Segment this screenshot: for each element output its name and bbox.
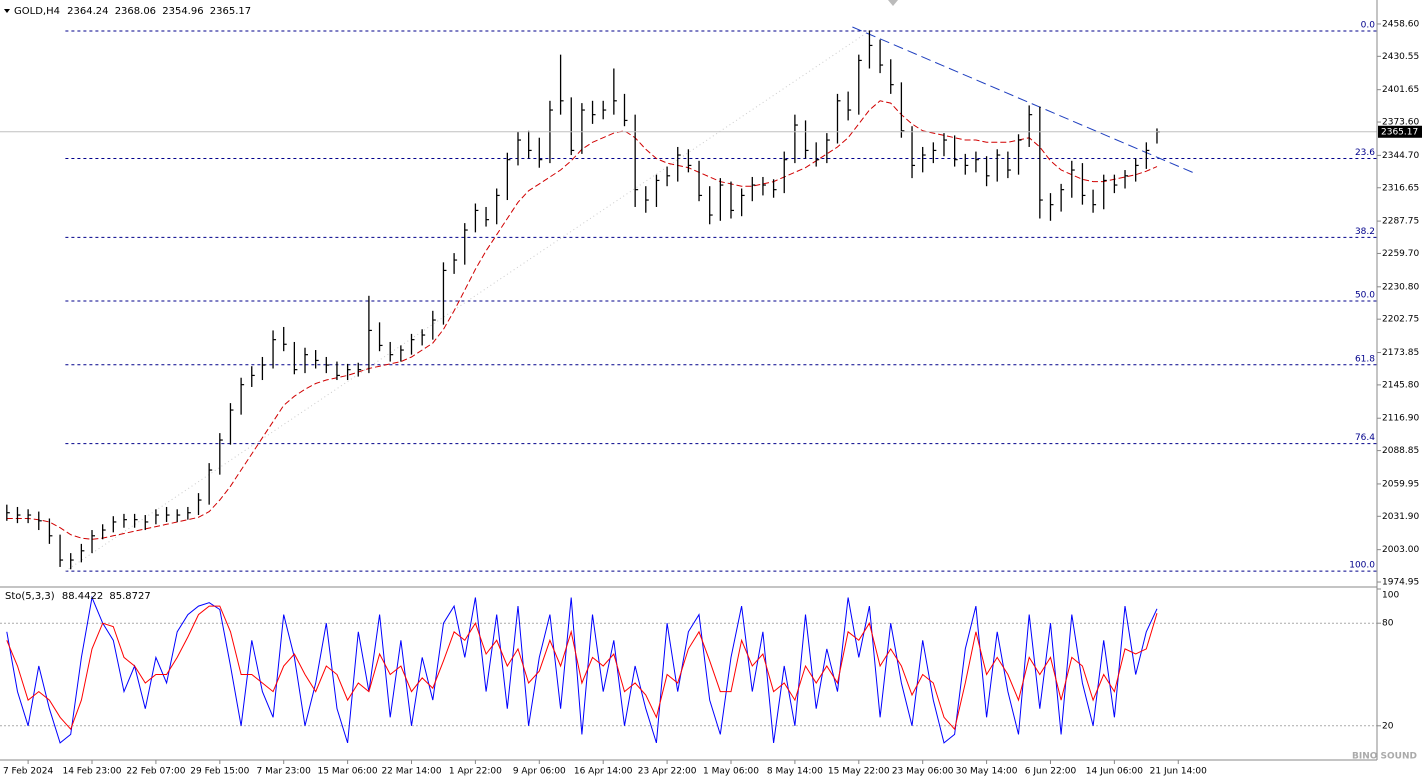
x-tick-label: 21 Jun 14:00 [1150,767,1207,777]
fib-level-label: 61.8 [1355,354,1375,364]
y-tick-label: 1974.95 [1382,578,1419,588]
oscillator-line [6,595,1158,744]
x-tick-label: 23 May 06:00 [892,767,954,777]
y-tick-label: 2344.70 [1382,151,1419,161]
high-value: 2368.06 [115,6,156,17]
y-tick-label: 2059.95 [1382,479,1419,489]
x-tick-label: 6 Jun 22:00 [1025,767,1077,777]
close-value: 2365.17 [210,6,251,17]
y-tick-label: 2230.80 [1382,282,1419,292]
x-tick-label: 22 Mar 14:00 [381,767,441,777]
x-tick-label: 22 Feb 07:00 [126,767,185,777]
fib-level-label: 0.0 [1361,21,1376,31]
x-tick-label: 14 Feb 23:00 [62,767,121,777]
indicator-header: Sto(5,3,3) 88.4422 85.8727 [5,591,151,602]
oscillator-line [6,605,1158,731]
chart-header: GOLD,H4 2364.24 2368.06 2354.96 2365.17 [14,6,251,17]
fib-level-label: 23.6 [1355,148,1375,158]
indicator-title: Sto(5,3,3) [5,591,55,602]
x-tick-label: 30 May 14:00 [956,767,1018,777]
y-tick-label: 2031.90 [1382,512,1419,522]
fib-level-label: 50.0 [1355,291,1375,301]
current-price-box [1378,125,1422,138]
x-tick-label: 7 Mar 23:00 [257,767,312,777]
x-tick-label: 15 May 22:00 [828,767,890,777]
y-tick-label: 2287.75 [1382,217,1419,227]
x-tick-label: 14 Jun 06:00 [1086,767,1143,777]
y-tick-label: 2088.85 [1382,446,1419,456]
y-tick-label: 2003.00 [1382,545,1419,555]
y-tick-label: 100 [1382,591,1399,601]
plot-layer: 2458.60 2430.55 2401.65 2373.60 2344.70 2316.… [0,19,1422,777]
y-tick-label: 2373.60 [1382,118,1419,128]
x-tick-label: 9 Apr 06:00 [513,767,566,777]
x-tick-label: 8 May 14:00 [767,767,823,777]
y-tick-label: 2430.55 [1382,52,1419,62]
symbol: GOLD,H4 [14,6,60,17]
k-value: 88.4422 [62,591,103,602]
fib-level-label: 38.2 [1355,227,1375,237]
symbol-menu-icon [4,9,10,13]
x-tick-label: 1 May 06:00 [703,767,759,777]
x-tick-label: 15 Mar 06:00 [318,767,378,777]
y-tick-label: 20 [1382,721,1394,731]
y-tick-label: 2401.65 [1382,85,1419,95]
x-tick-label: 16 Apr 14:00 [574,767,633,777]
y-tick-label: 80 [1382,619,1394,629]
fib-level-label: 100.0 [1349,561,1375,571]
x-tick-label: 29 Feb 15:00 [190,767,249,777]
y-tick-label: 2316.65 [1382,183,1419,193]
open-value: 2364.24 [67,6,108,17]
y-tick-label: 2173.85 [1382,348,1419,358]
d-value: 85.8727 [109,591,150,602]
x-tick-label: 1 Apr 22:00 [449,767,502,777]
current-price-label: 2365.17 [1381,127,1418,137]
y-tick-label: 2116.90 [1382,414,1419,424]
watermark: BINO SOUND [1352,752,1417,762]
fib-level-label: 76.4 [1355,433,1375,443]
y-tick-label: 2259.70 [1382,249,1419,259]
trendline [852,26,1197,175]
x-tick-label: 7 Feb 2024 [3,767,54,777]
low-value: 2354.96 [162,6,203,17]
y-tick-label: 2202.75 [1382,315,1419,325]
y-tick-label: 2458.60 [1382,19,1419,29]
y-tick-label: 2145.80 [1382,380,1419,390]
fib-base-line [65,30,870,572]
x-tick-label: 23 Apr 22:00 [638,767,697,777]
chart-shift-marker [888,0,898,6]
